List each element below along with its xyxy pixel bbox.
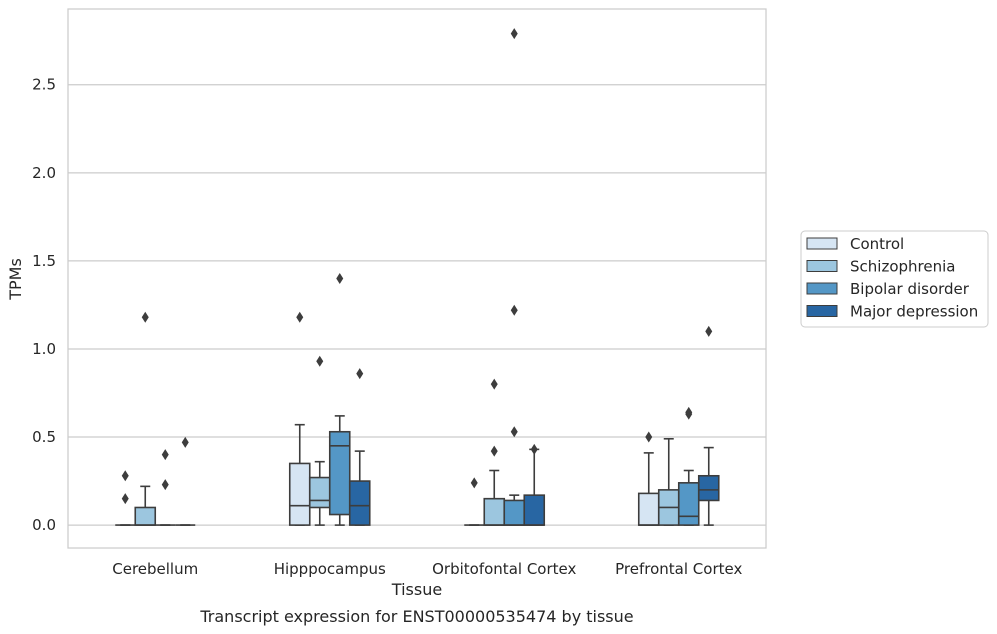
outlier-marker: [510, 28, 518, 40]
box: [483, 497, 506, 526]
outlier-marker: [530, 443, 538, 455]
box-group: [483, 378, 506, 526]
outlier-marker: [356, 368, 364, 380]
outlier-marker: [161, 479, 169, 491]
box: [697, 474, 720, 502]
x-axis-ticks: Cerebellum Hipppocampus Orbitofontal Corte…: [112, 560, 742, 578]
y-axis-ticks: 0.0 0.5 1.0 1.5 2.0 2.5: [32, 76, 56, 534]
y-tick-label: 1.5: [32, 252, 56, 270]
box: [308, 476, 331, 509]
box: [523, 494, 546, 526]
box: [677, 482, 700, 526]
outlier-marker: [121, 470, 129, 482]
legend-swatch: [806, 282, 838, 295]
box-group: [348, 368, 371, 526]
box-group: [697, 325, 720, 526]
box-series: [115, 28, 720, 526]
legend-swatch: [806, 237, 838, 250]
outlier-marker: [296, 311, 304, 323]
x-tick-label: Cerebellum: [112, 560, 198, 578]
legend-swatch: [806, 305, 838, 317]
box-group: [328, 273, 351, 526]
box-group: [308, 355, 331, 526]
legend-label: Control: [850, 235, 904, 253]
box: [348, 480, 371, 526]
legend-swatch: [806, 260, 838, 272]
box-group: [503, 28, 526, 526]
y-tick-label: 2.0: [32, 164, 56, 182]
box-group: [115, 470, 136, 526]
outlier-marker: [685, 406, 693, 418]
outlier-marker: [510, 304, 518, 316]
y-tick-label: 0.0: [32, 516, 56, 534]
legend-label: Major depression: [850, 303, 978, 321]
box-group: [175, 436, 196, 526]
box-group: [134, 311, 157, 526]
box: [288, 462, 311, 526]
box-group: [288, 311, 311, 526]
box-group: [155, 449, 176, 526]
x-tick-label: Orbitofontal Cortex: [432, 560, 576, 578]
outlier-marker: [161, 449, 169, 461]
outlier-marker: [121, 493, 129, 505]
y-tick-label: 2.5: [32, 76, 56, 94]
legend-frame: [800, 230, 989, 328]
box: [503, 499, 526, 526]
outlier-marker: [141, 311, 149, 323]
box: [637, 492, 660, 526]
box: [134, 506, 157, 526]
box-group: [657, 437, 680, 526]
outlier-marker: [510, 426, 518, 438]
outlier-marker: [181, 436, 189, 448]
x-tick-label: Prefrontal Cortex: [615, 560, 742, 578]
box-group: [464, 477, 485, 526]
outlier-marker: [316, 355, 324, 367]
box-group: [677, 406, 700, 526]
legend-label: Bipolar disorder: [850, 280, 970, 298]
plot-frame: [67, 8, 767, 549]
outlier-marker: [490, 445, 498, 457]
chart-caption: Transcript expression for ENST0000053547…: [199, 607, 633, 626]
grid-lines: [68, 84, 766, 526]
box-group: [637, 431, 660, 526]
y-axis-label: TPMs: [6, 258, 25, 301]
outlier-marker: [490, 378, 498, 390]
box-group: [523, 443, 546, 526]
x-axis-label: Tissue: [391, 580, 442, 599]
outlier-marker: [470, 477, 478, 489]
x-tick-label: Hipppocampus: [274, 560, 386, 578]
outlier-marker: [336, 273, 344, 284]
outlier-marker: [645, 431, 653, 443]
y-tick-label: 1.0: [32, 340, 56, 358]
legend: Control Schizophrenia Bipolar disorder Majo…: [800, 230, 989, 328]
y-tick-label: 0.5: [32, 428, 56, 446]
box: [328, 430, 351, 516]
outlier-marker: [705, 325, 713, 337]
legend-label: Schizophrenia: [850, 258, 955, 276]
